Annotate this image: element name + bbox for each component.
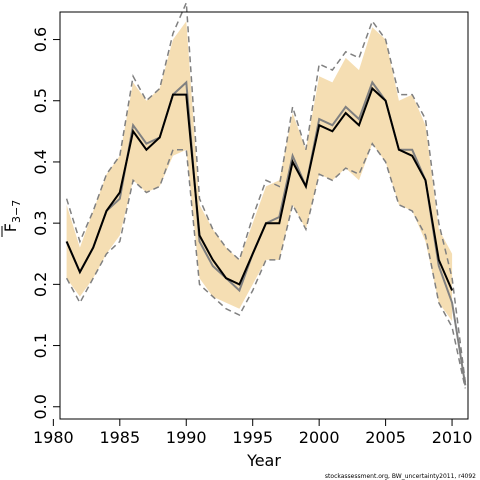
- y-tick-label-0.4: 0.4: [31, 149, 50, 174]
- x-tick-label-1995: 1995: [232, 428, 273, 447]
- previous-ci-lines: [65, 2, 467, 389]
- footnote: stockassessment.org, BW_uncertainty2011,…: [325, 473, 476, 480]
- x-tick-label-2005: 2005: [365, 428, 406, 447]
- y-tick-label-0.5: 0.5: [31, 88, 50, 113]
- band-area: [66, 21, 453, 322]
- previous-ci-upper: [65, 2, 467, 383]
- y-axis: 0.0 0.1 0.2 0.3 0.4 0.5 0.6: [31, 27, 60, 420]
- estimate-path: [65, 86, 454, 291]
- x-axis: 1980 1985 1990 1995 2000 2005 2010: [33, 419, 472, 447]
- estimate-line: [65, 86, 454, 291]
- previous-ci-lower: [65, 142, 467, 389]
- x-axis-title: Year: [246, 451, 281, 470]
- x-tick-label-1980: 1980: [33, 428, 74, 447]
- x-tick-label-1990: 1990: [166, 428, 207, 447]
- y-tick-label-0.6: 0.6: [31, 27, 50, 52]
- x-tick-label-1985: 1985: [99, 428, 140, 447]
- y-tick-label-0.3: 0.3: [31, 210, 50, 235]
- y-axis-title-sub: 3−7: [10, 200, 23, 223]
- y-axis-title-main: F: [1, 223, 20, 232]
- x-tick-label-2000: 2000: [299, 428, 340, 447]
- y-axis-title: F3−7: [1, 200, 23, 237]
- y-tick-label-0.0: 0.0: [31, 394, 50, 419]
- x-tick-label-2010: 2010: [432, 428, 473, 447]
- svg-text:F3−7: F3−7: [1, 200, 23, 232]
- plot-frame: [59, 11, 469, 420]
- y-tick-label-0.2: 0.2: [31, 272, 50, 297]
- y-tick-label-0.1: 0.1: [31, 333, 50, 358]
- confidence-band: [66, 21, 453, 322]
